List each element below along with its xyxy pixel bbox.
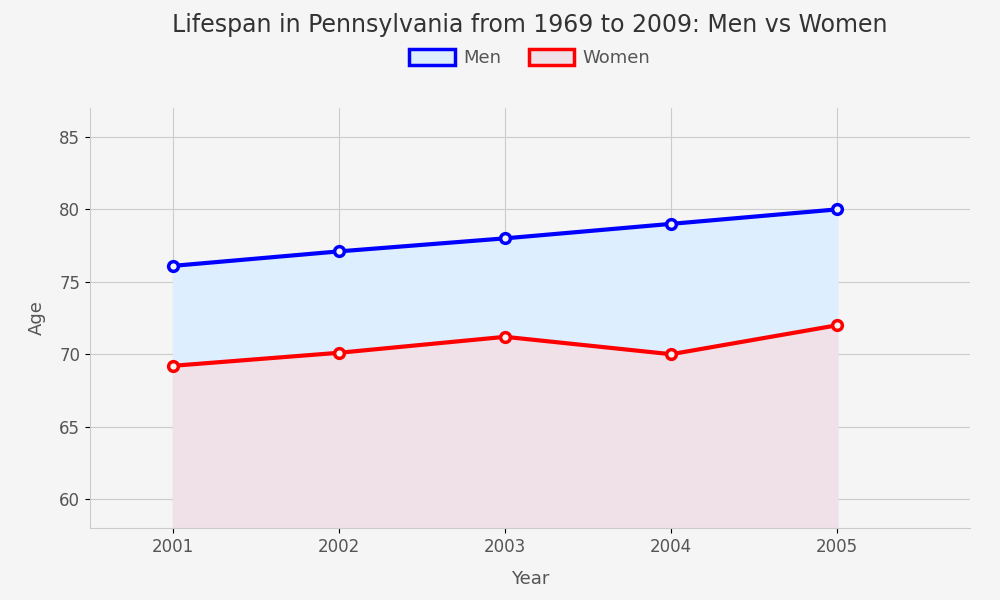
Y-axis label: Age: Age — [27, 301, 45, 335]
Title: Lifespan in Pennsylvania from 1969 to 2009: Men vs Women: Lifespan in Pennsylvania from 1969 to 20… — [172, 13, 888, 37]
X-axis label: Year: Year — [511, 569, 549, 587]
Legend: Men, Women: Men, Women — [402, 41, 658, 74]
